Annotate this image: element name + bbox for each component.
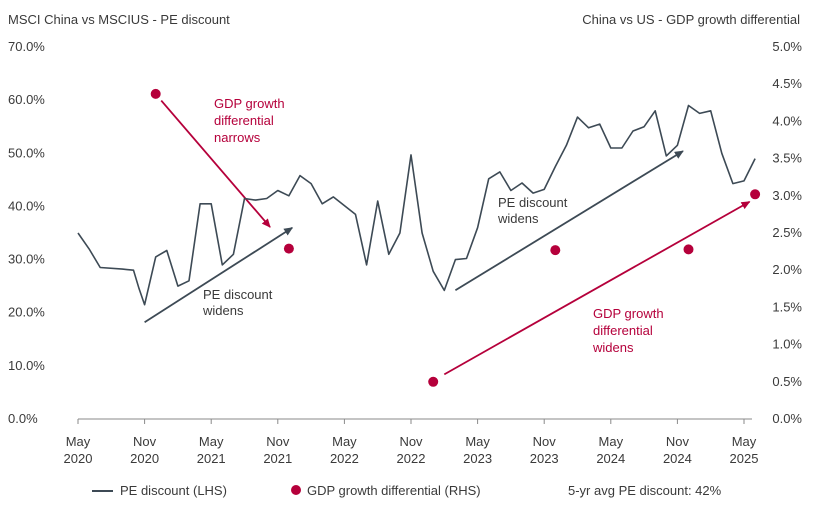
y-left-tick-label: 10.0% — [8, 358, 45, 373]
x-tick-label-month: Nov — [133, 434, 157, 449]
x-tick-label-year: 2023 — [463, 451, 492, 466]
annotation-pe-widens-2: PE discount widens — [497, 195, 571, 226]
y-right-tick-label: 1.0% — [772, 337, 802, 352]
x-tick-label-year: 2023 — [530, 451, 559, 466]
annotation-pe-widens-1-line1: PE discount — [203, 287, 273, 302]
y-right-tick-label: 3.0% — [772, 188, 802, 203]
x-tick-label-month: May — [199, 434, 224, 449]
x-tick-label-month: Nov — [266, 434, 290, 449]
legend: PE discount (LHS) GDP growth differentia… — [92, 483, 722, 498]
pe-discount-line — [77, 104, 756, 306]
x-tick-label-month: May — [66, 434, 91, 449]
annotation-arrow-2 — [144, 227, 294, 324]
annotation-pe-widens-1-line2: widens — [202, 303, 244, 318]
annotation-gdp-narrows-line3: narrows — [214, 130, 261, 145]
annotation-gdp-widens-line2: differential — [593, 323, 653, 338]
legend-note-avg: 5-yr avg PE discount: 42% — [568, 483, 722, 498]
x-tick-label-year: 2022 — [397, 451, 426, 466]
y-right-tick-label: 0.5% — [772, 374, 802, 389]
gdp-differential-point — [428, 376, 439, 387]
y-right-tick-label: 2.0% — [772, 262, 802, 277]
x-tick-label-year: 2021 — [263, 451, 292, 466]
annotation-gdp-widens-line1: GDP growth — [593, 306, 664, 321]
x-tick-label-month: May — [465, 434, 490, 449]
annotation-pe-widens-2-line1: PE discount — [498, 195, 568, 210]
annotation-gdp-narrows-line2: differential — [214, 113, 274, 128]
y-right-tick-label: 4.0% — [772, 113, 802, 128]
y-right-tick-label: 2.5% — [772, 225, 802, 240]
y-left-tick-label: 0.0% — [8, 411, 38, 426]
y-left-tick-label: 70.0% — [8, 39, 45, 54]
annotation-pe-widens-2-line2: widens — [497, 211, 539, 226]
x-tick-label-year: 2022 — [330, 451, 359, 466]
x-tick-label-month: Nov — [399, 434, 423, 449]
y-right-tick-label: 0.0% — [772, 411, 802, 426]
x-tick-label-year: 2020 — [130, 451, 159, 466]
y-right-tick-label: 1.5% — [772, 299, 802, 314]
y-axis-left: 0.0% 10.0% 20.0% 30.0% 40.0% 50.0% 60.0% 70.0% — [8, 39, 45, 426]
annotation-arrow-3 — [454, 150, 684, 292]
annotation-arrows — [144, 99, 751, 376]
series-group — [77, 88, 761, 387]
annotation-arrow-4 — [443, 200, 751, 376]
x-tick-label-year: 2020 — [64, 451, 93, 466]
annotation-gdp-narrows-line1: GDP growth — [214, 96, 285, 111]
annotation-pe-widens-1: PE discount widens — [202, 287, 276, 318]
y-left-tick-label: 50.0% — [8, 145, 45, 160]
y-left-tick-label: 60.0% — [8, 92, 45, 107]
y-right-tick-label: 3.5% — [772, 151, 802, 166]
annotation-gdp-widens: GDP growth differential widens — [592, 306, 667, 355]
gdp-differential-point — [750, 189, 761, 200]
legend-label-pe: PE discount (LHS) — [120, 483, 227, 498]
y-right-tick-label: 4.5% — [772, 76, 802, 91]
chart-title-right: China vs US - GDP growth differential — [582, 12, 800, 27]
gdp-differential-point — [683, 244, 694, 255]
x-tick-label-month: Nov — [666, 434, 690, 449]
chart-title-left: MSCI China vs MSCIUS - PE discount — [8, 12, 230, 27]
x-tick-label-month: May — [332, 434, 357, 449]
x-tick-label-month: Nov — [533, 434, 557, 449]
y-axis-right: 0.0% 0.5% 1.0% 1.5% 2.0% 2.5% 3.0% 3.5% 4.0% 4.5%… — [772, 39, 802, 426]
legend-dot-swatch — [291, 485, 301, 495]
annotation-gdp-widens-line3: widens — [592, 340, 634, 355]
x-axis: May 2020 Nov 2020 May 2021 Nov 2021 May 2022 Nov 20… — [64, 419, 759, 466]
gdp-differential-point — [150, 88, 161, 99]
y-left-tick-label: 20.0% — [8, 305, 45, 320]
gdp-differential-point — [283, 243, 294, 254]
x-tick-label-year: 2025 — [730, 451, 759, 466]
x-tick-label-year: 2021 — [197, 451, 226, 466]
x-tick-label-month: May — [732, 434, 757, 449]
y-left-tick-label: 30.0% — [8, 252, 45, 267]
x-tick-label-year: 2024 — [663, 451, 692, 466]
x-tick-label-month: May — [599, 434, 624, 449]
y-left-tick-label: 40.0% — [8, 198, 45, 213]
legend-label-gdp: GDP growth differential (RHS) — [307, 483, 481, 498]
x-tick-label-year: 2024 — [596, 451, 625, 466]
annotation-gdp-narrows: GDP growth differential narrows — [214, 96, 288, 145]
gdp-differential-point — [550, 245, 561, 256]
annotation-arrow-1 — [160, 99, 271, 228]
y-right-tick-label: 5.0% — [772, 39, 802, 54]
